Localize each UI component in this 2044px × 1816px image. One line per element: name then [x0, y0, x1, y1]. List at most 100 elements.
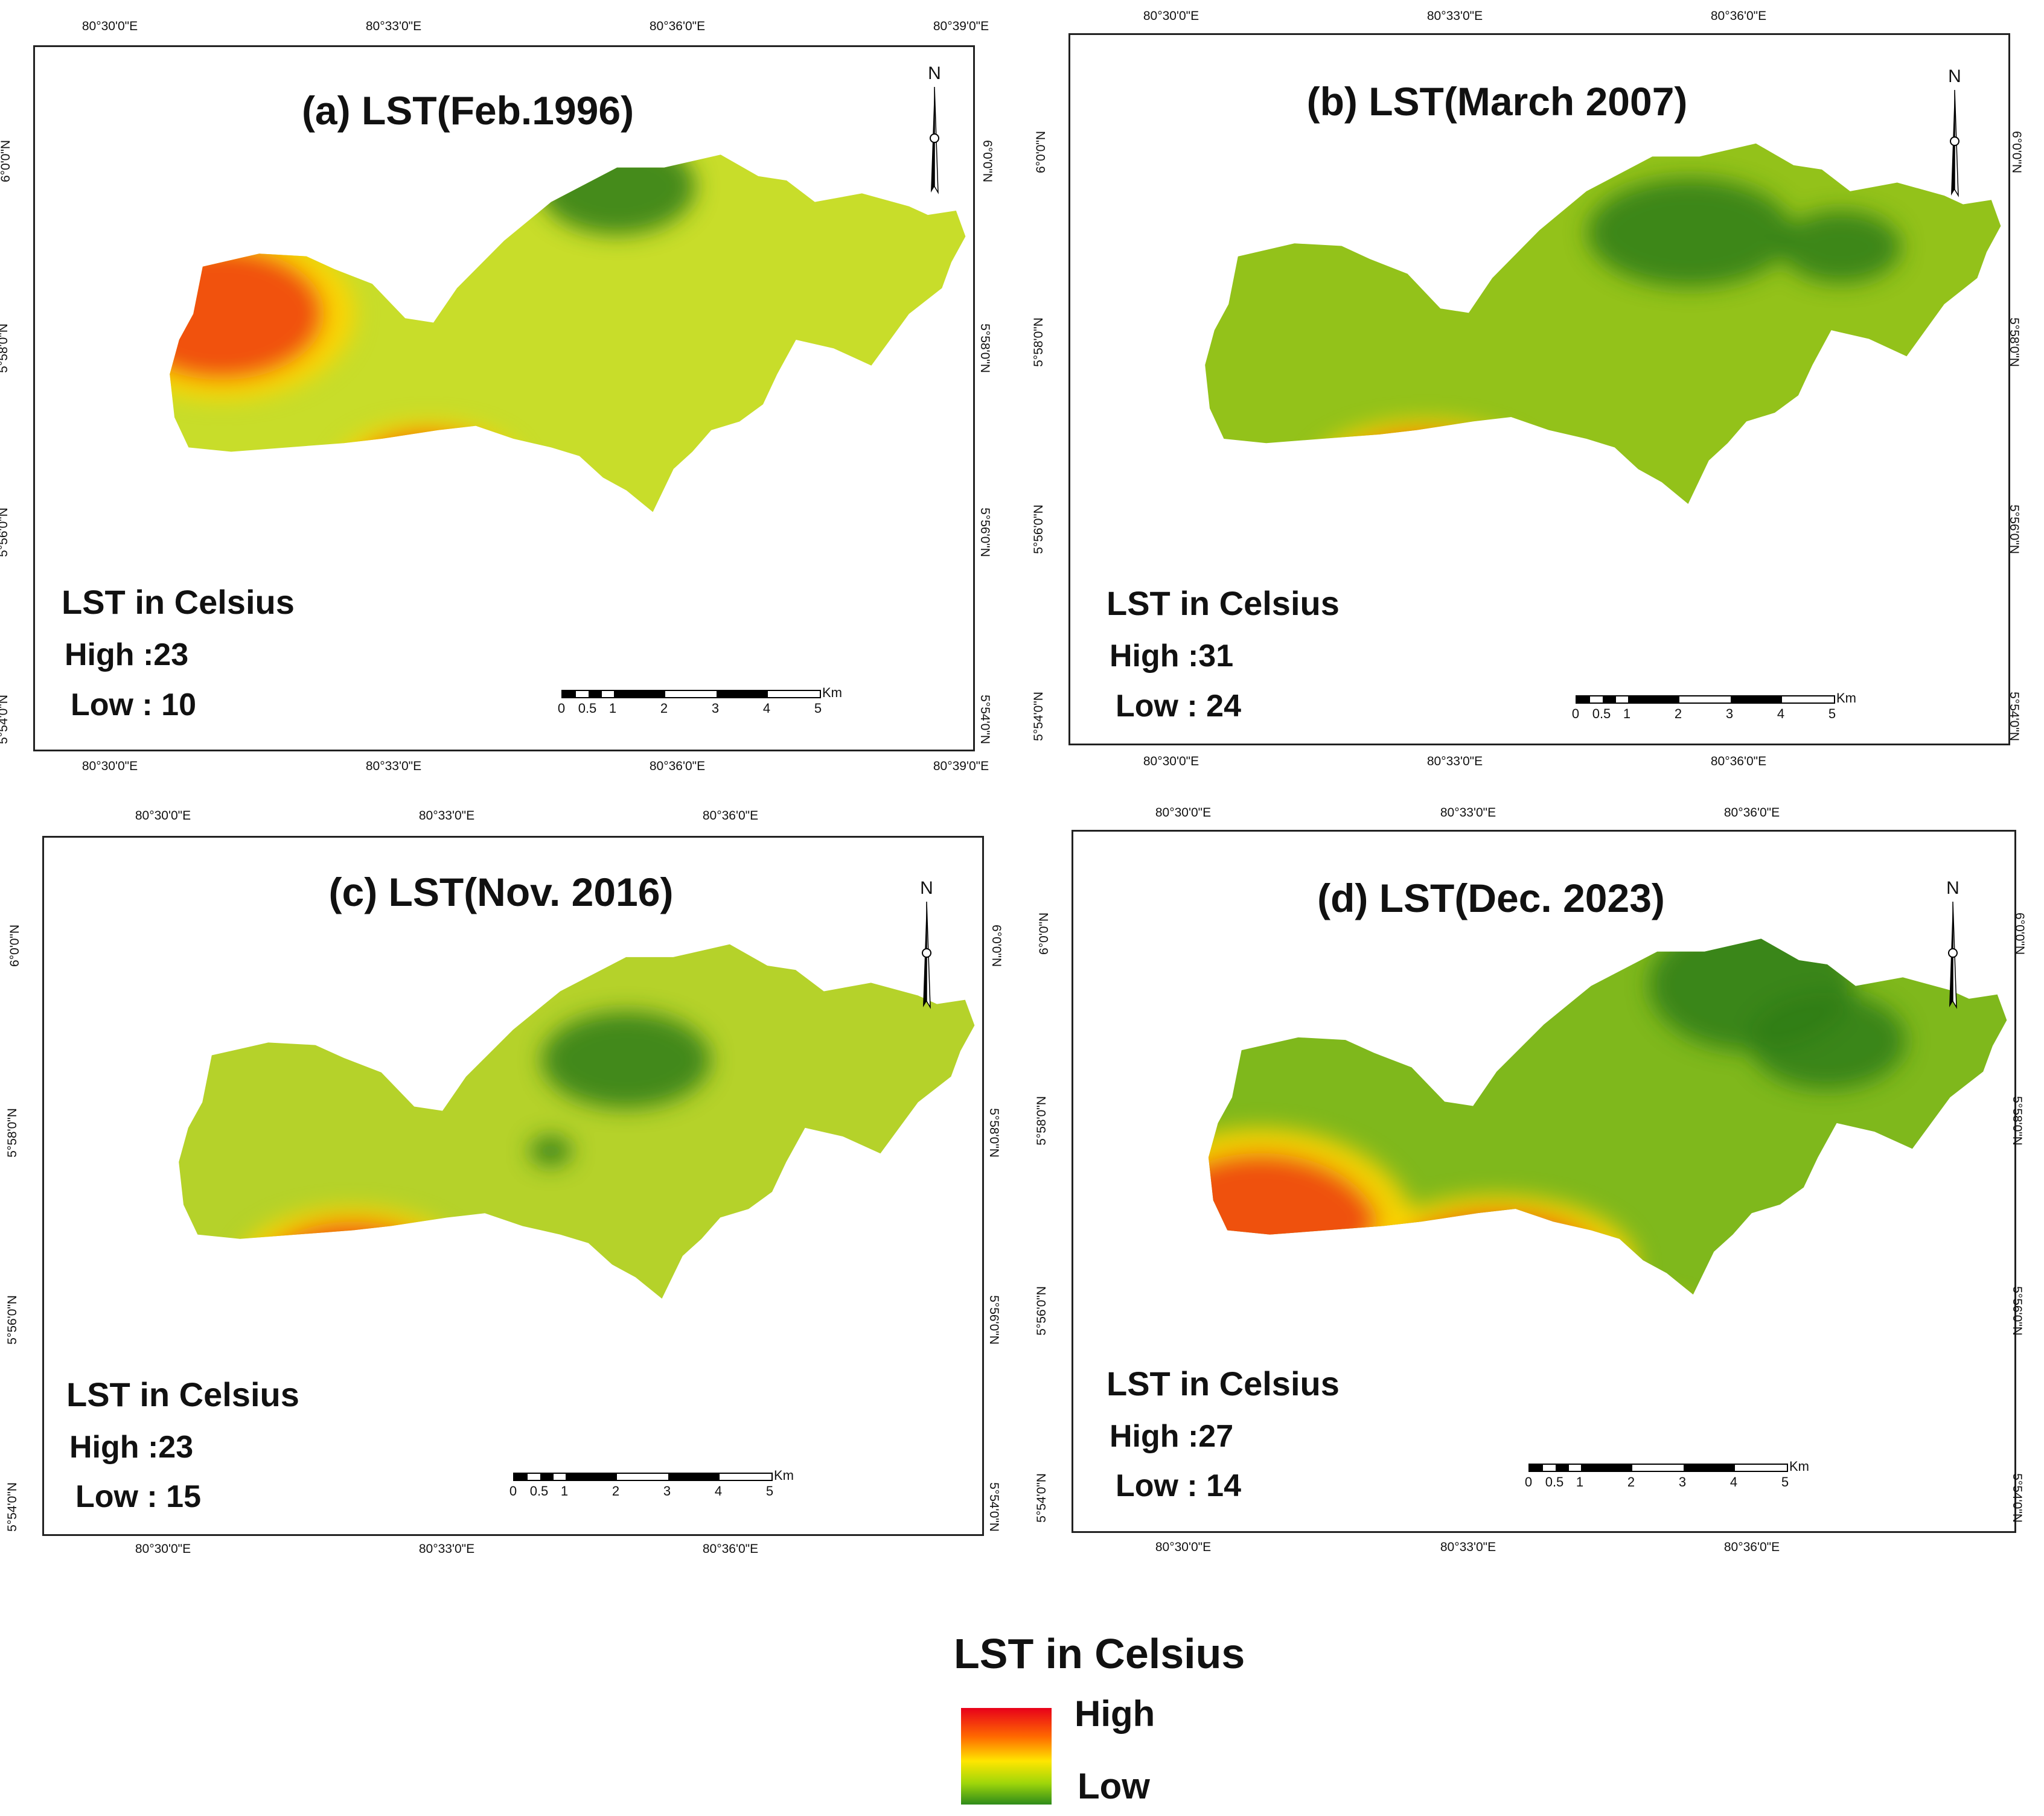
- scale-tick: 4: [762, 701, 771, 716]
- scale-tick: 0.5: [1545, 1474, 1564, 1489]
- north-label: N: [1948, 66, 1961, 86]
- scale-tick: 2: [1674, 706, 1682, 721]
- lst-low-value: Low : 10: [71, 687, 197, 722]
- lat-label: 5°56'0"N: [986, 1295, 1001, 1345]
- lat-label: 5°54'0"N: [1031, 692, 1046, 741]
- lon-label: 80°30'0"E: [1143, 9, 1199, 23]
- lst-high-value: High :27: [1110, 1419, 1234, 1454]
- north-label: N: [1946, 878, 1959, 898]
- lst-raster-map: [1208, 938, 2007, 1295]
- north-arrow-icon: [1948, 901, 1958, 1009]
- scale-tick: 0: [557, 701, 566, 716]
- scale-unit: Km: [1789, 1459, 1809, 1474]
- lon-label: 80°33'0"E: [1440, 1540, 1496, 1554]
- scale-tick: 0.5: [578, 701, 597, 716]
- lat-label: 5°58'0"N: [1031, 317, 1046, 367]
- lon-label: 80°36'0"E: [702, 1542, 759, 1556]
- lat-label: 6°0'0"N: [1034, 130, 1049, 174]
- lon-label: 80°33'0"E: [418, 809, 475, 823]
- scale-tick: 0: [1571, 706, 1580, 721]
- scale-tick: 2: [660, 701, 668, 716]
- lon-label: 80°33'0"E: [365, 759, 422, 773]
- lon-label: 80°30'0"E: [135, 1542, 191, 1556]
- lat-label: 5°54'0"N: [0, 695, 10, 744]
- lon-label: 80°36'0"E: [1723, 1540, 1780, 1554]
- north-arrow-icon: [930, 86, 939, 194]
- scale-bar-ruler: [1528, 1464, 1788, 1472]
- scale-tick: 5: [1828, 706, 1836, 721]
- lon-label: 80°36'0"E: [1710, 9, 1767, 23]
- scale-tick: 2: [612, 1483, 620, 1499]
- lon-label: 80°36'0"E: [649, 759, 706, 773]
- lst-high-value: High :23: [69, 1430, 194, 1465]
- lst-low-value: Low : 15: [75, 1479, 202, 1514]
- map-title: (c) LST(Nov. 2016): [328, 870, 674, 914]
- lat-label: 5°58'0"N: [0, 323, 10, 373]
- scale-unit: Km: [1836, 690, 1856, 706]
- lat-label: 5°56'0"N: [0, 508, 10, 557]
- lst-heading: LST in Celsius: [1107, 1365, 1340, 1403]
- lst-low-value: Low : 24: [1116, 689, 1242, 724]
- scale-tick: 0.5: [529, 1483, 549, 1499]
- scale-tick: 4: [714, 1483, 723, 1499]
- north-arrow: N: [922, 63, 947, 199]
- scale-tick: 0.5: [1592, 706, 1611, 721]
- legend-low-label: Low: [1078, 1766, 1150, 1806]
- map-title: (b) LST(March 2007): [1306, 79, 1688, 124]
- lon-label: 80°30'0"E: [81, 19, 138, 33]
- scale-unit: Km: [822, 685, 842, 700]
- scale-tick: 0: [509, 1483, 517, 1499]
- lon-label: 80°30'0"E: [135, 809, 191, 823]
- scale-tick: 3: [1725, 706, 1734, 721]
- lat-label: 5°56'0"N: [977, 508, 992, 557]
- lat-label: 5°54'0"N: [1034, 1473, 1049, 1523]
- lat-label: 5°58'0"N: [986, 1108, 1001, 1158]
- north-arrow: N: [1943, 66, 1967, 202]
- lat-label: 5°54'0"N: [986, 1482, 1001, 1532]
- lat-label: 6°0'0"N: [1037, 912, 1052, 955]
- lon-label: 80°30'0"E: [1143, 754, 1199, 768]
- lat-label: 5°58'0"N: [1034, 1096, 1049, 1145]
- scale-tick: 5: [1781, 1474, 1789, 1489]
- scale-tick: 0: [1524, 1474, 1533, 1489]
- scale-tick: 5: [814, 701, 822, 716]
- map-title: (a) LST(Feb.1996): [301, 88, 634, 133]
- lat-label: 5°54'0"N: [2010, 1473, 2024, 1523]
- lst-raster-map: [1205, 143, 2001, 504]
- scale-tick: 1: [1576, 1474, 1584, 1489]
- lst-high-value: High :23: [65, 637, 189, 672]
- lat-label: 5°58'0"N: [977, 323, 992, 373]
- lat-label: 5°58'0"N: [2010, 1096, 2024, 1145]
- north-label: N: [928, 63, 941, 83]
- lst-high-value: High :31: [1110, 639, 1234, 674]
- lon-label: 80°39'0"E: [933, 759, 989, 773]
- north-label: N: [920, 878, 933, 898]
- lat-label: 6°0'0"N: [989, 924, 1004, 967]
- lon-label: 80°33'0"E: [418, 1542, 475, 1556]
- scale-tick: 3: [711, 701, 720, 716]
- scale-bar-ruler: [561, 690, 821, 698]
- lat-label: 5°56'0"N: [2010, 1286, 2024, 1336]
- north-arrow: N: [1941, 878, 1965, 1013]
- north-arrow-icon: [1950, 89, 1959, 197]
- lat-label: 5°54'0"N: [5, 1482, 19, 1532]
- lat-label: 5°56'0"N: [5, 1295, 19, 1345]
- lon-label: 80°30'0"E: [81, 759, 138, 773]
- lon-label: 80°30'0"E: [1155, 1540, 1212, 1554]
- lat-label: 5°54'0"N: [977, 695, 992, 744]
- lat-label: 5°56'0"N: [2007, 505, 2021, 554]
- scale-tick: 1: [608, 701, 617, 716]
- lat-label: 6°0'0"N: [2013, 912, 2027, 955]
- scale-tick: 5: [765, 1483, 774, 1499]
- scale-tick: 3: [1678, 1474, 1687, 1489]
- lon-label: 80°36'0"E: [1710, 754, 1767, 768]
- legend-high-label: High: [1075, 1693, 1155, 1734]
- scale-bar-ruler: [1576, 695, 1835, 704]
- lon-label: 80°36'0"E: [649, 19, 706, 33]
- scale-tick: 3: [663, 1483, 671, 1499]
- lat-label: 6°0'0"N: [980, 139, 995, 183]
- lat-label: 6°0'0"N: [8, 924, 22, 967]
- scale-unit: Km: [774, 1468, 794, 1483]
- north-arrow: N: [915, 878, 939, 1013]
- scale-tick: 2: [1627, 1474, 1635, 1489]
